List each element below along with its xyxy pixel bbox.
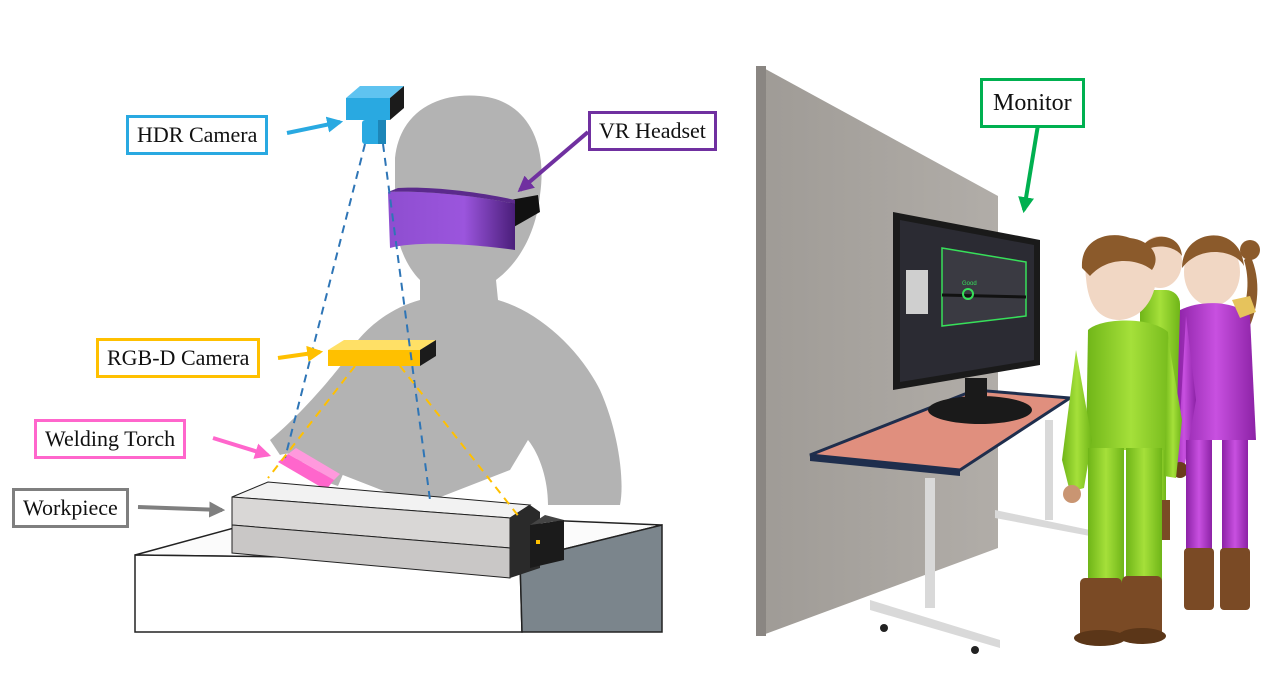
vr-headset [388,187,540,250]
label-workpiece: Workpiece [12,488,129,528]
welding-torch [278,448,344,490]
avatar-purple [1172,235,1260,610]
label-arrows [137,116,1040,518]
label-monitor: Monitor [980,78,1085,128]
label-welding-torch: Welding Torch [34,419,187,459]
partition-wall [756,66,998,636]
rgbd-camera [328,340,436,366]
workpiece [231,481,564,579]
label-hdr-camera: HDR Camera [126,115,269,155]
camera-view-lines [267,143,521,519]
label-rgbd-camera: RGB-D Camera [96,338,261,378]
monitor-status-text: Good [962,281,977,287]
avatar-group [1062,235,1260,646]
hdr-camera [346,86,404,144]
avatar-green [1062,235,1182,646]
operator-silhouette [270,95,622,505]
monitor: Good [893,212,1040,424]
label-vr-headset: VR Headset [588,111,717,151]
